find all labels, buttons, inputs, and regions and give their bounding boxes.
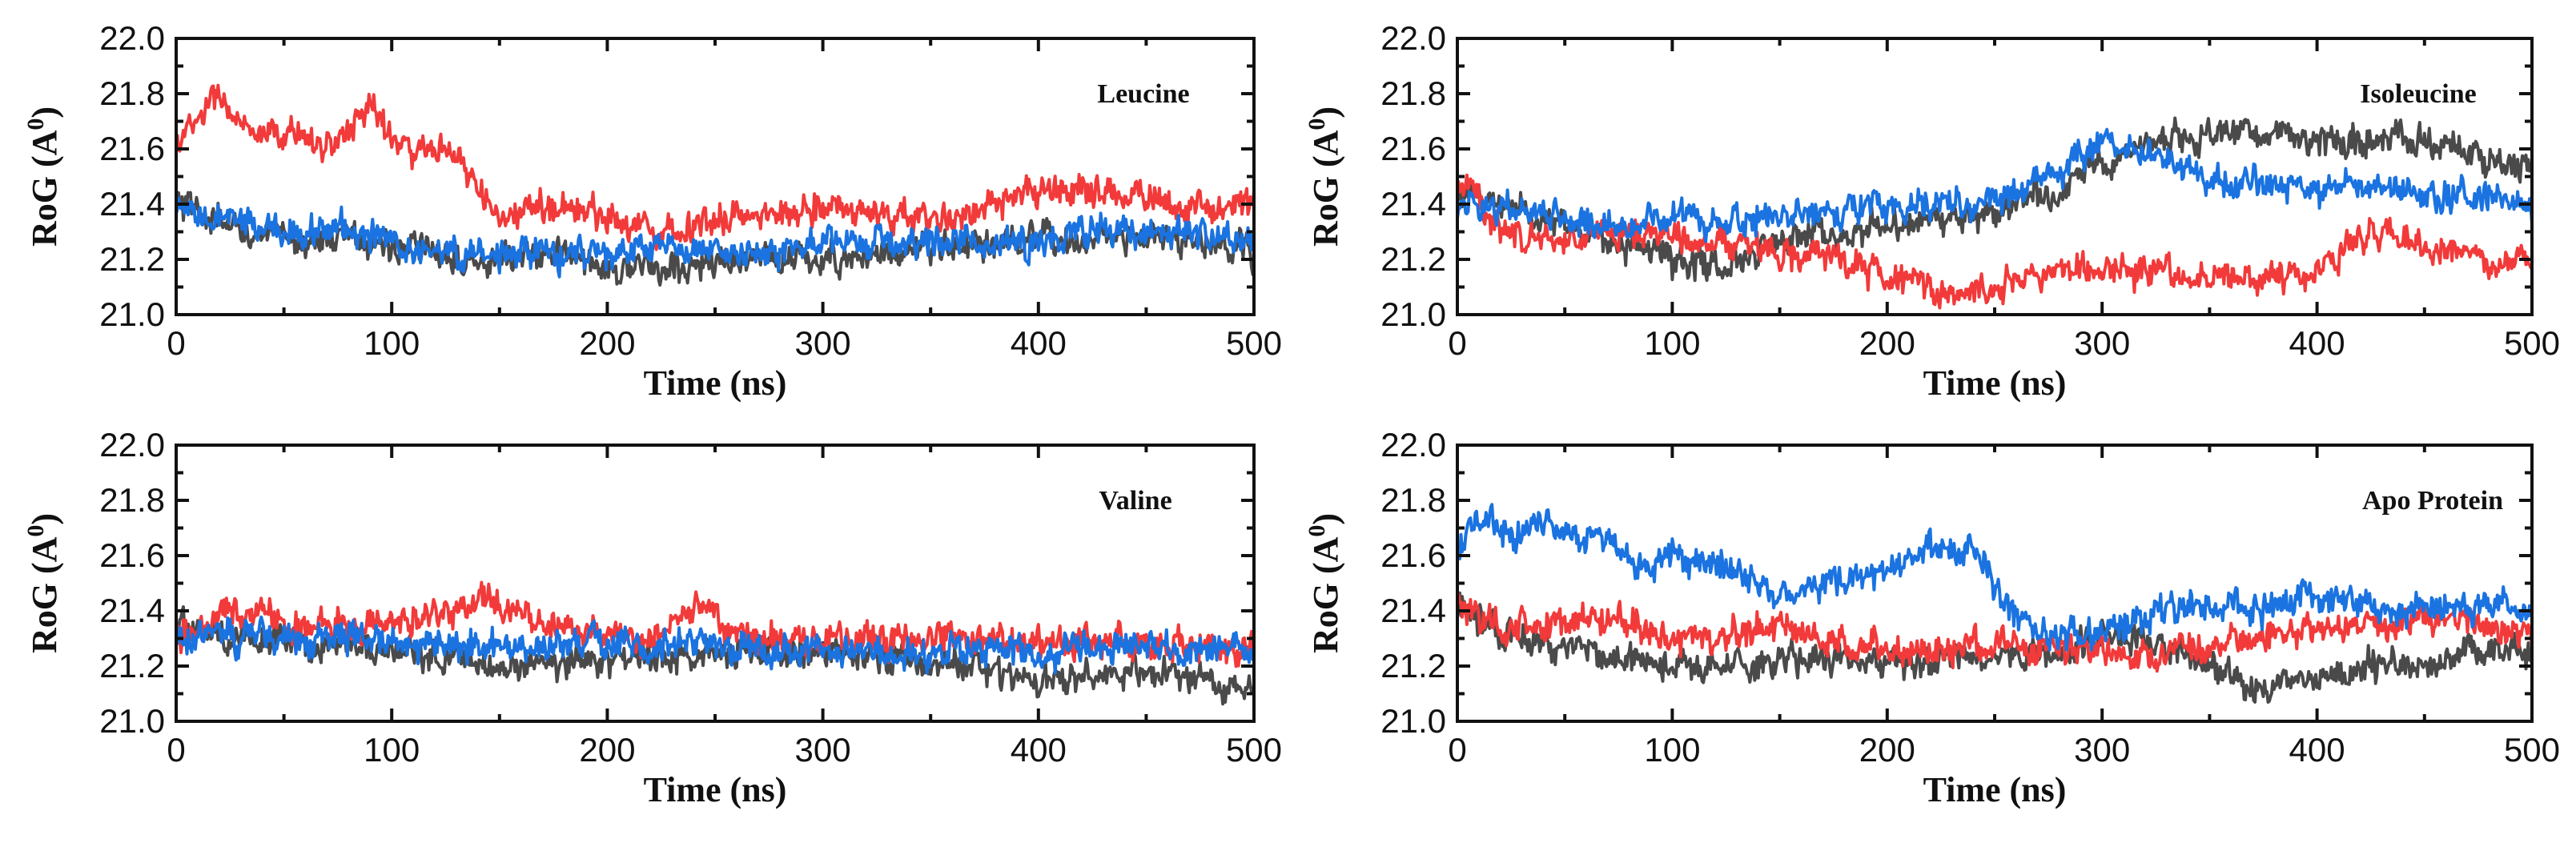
panel-title-isoleucine: Isoleucine xyxy=(2360,79,2476,109)
y-tick-label: 21.8 xyxy=(99,74,165,112)
panel-title-apo-protein: Apo Protein xyxy=(2362,486,2503,516)
x-axis-title: Time (ns) xyxy=(1923,770,2067,809)
x-tick-label: 200 xyxy=(579,324,635,362)
y-tick-label: 21.8 xyxy=(1380,74,1446,112)
panel-valine: 0 100 200 300 400 500 21.0 21.2 21.4 21.6 21.8 22.0… xyxy=(22,426,1282,809)
y-tick-label: 21.6 xyxy=(1380,536,1446,574)
y-tick-label: 21.2 xyxy=(1380,240,1446,278)
series-group xyxy=(176,83,1254,287)
y-tick-label: 21.6 xyxy=(99,536,165,574)
x-tick-label: 200 xyxy=(579,731,635,769)
series-line-red xyxy=(1457,173,2532,310)
y-axis-title: RoG (A0) xyxy=(22,106,64,247)
x-tick-label: 100 xyxy=(364,731,420,769)
x-tick-label: 200 xyxy=(1859,324,1915,362)
panel-title-valine: Valine xyxy=(1099,486,1171,516)
y-tick-label: 21.0 xyxy=(99,295,165,333)
series-group xyxy=(1457,116,2532,310)
x-tick-label: 100 xyxy=(1644,324,1700,362)
x-tick-label: 500 xyxy=(1226,324,1282,362)
x-tick-label: 100 xyxy=(364,324,420,362)
x-axis-title: Time (ns) xyxy=(644,363,787,403)
panel-isoleucine: 0 100 200 300 400 500 21.0 21.2 21.4 21.6 21.8 22.0… xyxy=(1304,19,2560,403)
x-tick-label: 0 xyxy=(1448,324,1466,362)
y-tick-label: 22.0 xyxy=(1380,426,1446,464)
x-tick-label: 300 xyxy=(795,731,851,769)
x-tick-label: 300 xyxy=(2074,731,2130,769)
series-line-blue xyxy=(1457,503,2532,652)
y-tick-label: 21.2 xyxy=(99,647,165,684)
series-line-black xyxy=(176,605,1254,706)
x-tick-label: 0 xyxy=(167,731,185,769)
series-line-black xyxy=(1457,116,2532,283)
y-tick-label: 21.8 xyxy=(1380,481,1446,519)
x-tick-label: 400 xyxy=(1011,731,1067,769)
x-tick-label: 500 xyxy=(2504,324,2560,362)
x-tick-label: 500 xyxy=(2504,731,2560,769)
x-axis-title: Time (ns) xyxy=(644,770,787,809)
series-group xyxy=(1457,503,2532,704)
y-tick-label: 21.0 xyxy=(1380,295,1446,333)
y-tick-label: 22.0 xyxy=(99,19,165,57)
series-line-red xyxy=(176,83,1254,251)
x-tick-label: 100 xyxy=(1644,731,1700,769)
y-tick-label: 21.2 xyxy=(99,240,165,278)
y-axis-title: RoG (A0) xyxy=(1304,106,1345,247)
x-tick-label: 400 xyxy=(2289,324,2345,362)
series-group xyxy=(176,580,1254,706)
x-tick-label: 0 xyxy=(1448,731,1466,769)
series-line-red xyxy=(1457,592,2532,673)
y-tick-label: 21.4 xyxy=(1380,592,1446,629)
x-tick-label: 0 xyxy=(167,324,185,362)
y-tick-label: 22.0 xyxy=(99,426,165,464)
x-tick-label: 200 xyxy=(1859,731,1915,769)
y-tick-label: 22.0 xyxy=(1380,19,1446,57)
x-tick-label: 400 xyxy=(2289,731,2345,769)
panel-leucine: 0 100 200 300 400 500 21.0 21.2 21.4 21.6 21.8 22.0… xyxy=(22,19,1282,403)
y-tick-label: 21.4 xyxy=(99,185,165,223)
x-tick-label: 500 xyxy=(1226,731,1282,769)
series-line-blue xyxy=(1457,127,2532,243)
y-tick-label: 21.6 xyxy=(1380,130,1446,167)
x-tick-label: 400 xyxy=(1011,324,1067,362)
x-tick-label: 300 xyxy=(2074,324,2130,362)
y-axis-title: RoG (A0) xyxy=(22,513,64,653)
y-tick-label: 21.6 xyxy=(99,130,165,167)
y-axis-title: RoG (A0) xyxy=(1304,513,1345,653)
y-tick-label: 21.2 xyxy=(1380,647,1446,684)
series-line-blue xyxy=(176,196,1254,279)
series-line-blue xyxy=(176,615,1254,675)
y-tick-label: 21.4 xyxy=(1380,185,1446,223)
series-line-red xyxy=(176,580,1254,668)
panel-title-leucine: Leucine xyxy=(1097,79,1189,109)
y-tick-label: 21.8 xyxy=(99,481,165,519)
x-tick-label: 300 xyxy=(795,324,851,362)
x-axis-title: Time (ns) xyxy=(1923,363,2067,403)
y-tick-label: 21.0 xyxy=(1380,702,1446,740)
panel-apo-protein: 0 100 200 300 400 500 21.0 21.2 21.4 21.6 21.8 22.0… xyxy=(1304,426,2560,809)
y-tick-label: 21.4 xyxy=(99,592,165,629)
y-tick-label: 21.0 xyxy=(99,702,165,740)
